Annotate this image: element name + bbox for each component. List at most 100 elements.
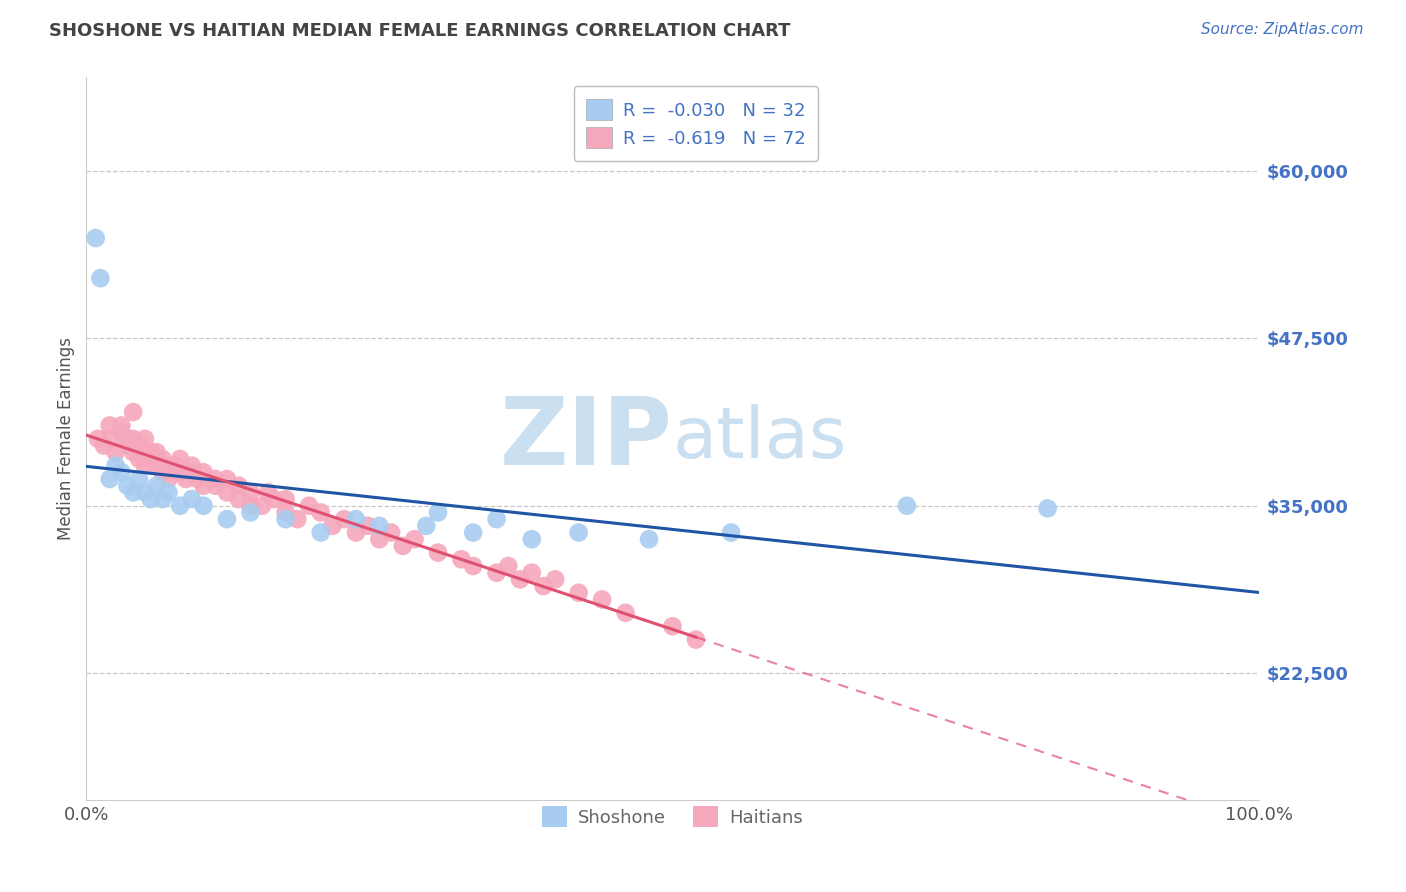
Point	[145, 478, 167, 492]
Point	[163, 458, 186, 473]
Point	[450, 552, 472, 566]
Point	[87, 432, 110, 446]
Text: Source: ZipAtlas.com: Source: ZipAtlas.com	[1201, 22, 1364, 37]
Point	[356, 518, 378, 533]
Point	[638, 533, 661, 547]
Point	[204, 472, 226, 486]
Point	[152, 491, 174, 506]
Point	[128, 438, 150, 452]
Point	[157, 458, 180, 473]
Point	[145, 458, 167, 473]
Point	[685, 632, 707, 647]
Point	[169, 451, 191, 466]
Text: ZIP: ZIP	[499, 392, 672, 485]
Point	[89, 271, 111, 285]
Point	[368, 518, 391, 533]
Point	[720, 525, 742, 540]
Point	[134, 445, 156, 459]
Point	[544, 573, 567, 587]
Point	[122, 445, 145, 459]
Point	[157, 485, 180, 500]
Point	[344, 525, 367, 540]
Point	[139, 445, 162, 459]
Point	[128, 451, 150, 466]
Point	[98, 432, 121, 446]
Point	[215, 485, 238, 500]
Point	[1036, 501, 1059, 516]
Point	[257, 485, 280, 500]
Y-axis label: Median Female Earnings: Median Female Earnings	[58, 337, 75, 541]
Point	[117, 432, 139, 446]
Point	[152, 451, 174, 466]
Point	[152, 465, 174, 479]
Point	[193, 478, 215, 492]
Point	[239, 485, 262, 500]
Point	[110, 465, 132, 479]
Point	[128, 472, 150, 486]
Point	[180, 458, 202, 473]
Point	[321, 518, 343, 533]
Point	[180, 465, 202, 479]
Point	[139, 491, 162, 506]
Point	[415, 518, 437, 533]
Point	[380, 525, 402, 540]
Point	[520, 566, 543, 580]
Point	[139, 451, 162, 466]
Point	[485, 566, 508, 580]
Point	[274, 512, 297, 526]
Point	[84, 231, 107, 245]
Point	[274, 491, 297, 506]
Point	[568, 525, 591, 540]
Point	[509, 573, 531, 587]
Point	[896, 499, 918, 513]
Point	[239, 505, 262, 519]
Point	[309, 525, 332, 540]
Point	[98, 472, 121, 486]
Point	[169, 465, 191, 479]
Point	[368, 533, 391, 547]
Point	[215, 512, 238, 526]
Point	[104, 445, 127, 459]
Point	[263, 491, 285, 506]
Point	[157, 472, 180, 486]
Point	[228, 478, 250, 492]
Point	[463, 525, 485, 540]
Point	[661, 619, 683, 633]
Text: atlas: atlas	[672, 404, 846, 474]
Point	[122, 405, 145, 419]
Point	[520, 533, 543, 547]
Point	[568, 586, 591, 600]
Point	[463, 559, 485, 574]
Point	[117, 478, 139, 492]
Point	[117, 438, 139, 452]
Point	[485, 512, 508, 526]
Point	[122, 432, 145, 446]
Point	[174, 472, 197, 486]
Point	[104, 458, 127, 473]
Point	[134, 485, 156, 500]
Legend: Shoshone, Haitians: Shoshone, Haitians	[534, 799, 810, 835]
Point	[533, 579, 555, 593]
Point	[228, 491, 250, 506]
Point	[134, 458, 156, 473]
Point	[93, 438, 115, 452]
Point	[498, 559, 520, 574]
Point	[122, 485, 145, 500]
Point	[110, 425, 132, 439]
Point	[169, 499, 191, 513]
Point	[427, 505, 450, 519]
Point	[391, 539, 413, 553]
Point	[591, 592, 613, 607]
Point	[215, 472, 238, 486]
Point	[204, 478, 226, 492]
Point	[180, 491, 202, 506]
Point	[333, 512, 356, 526]
Point	[193, 499, 215, 513]
Point	[285, 512, 308, 526]
Point	[250, 499, 273, 513]
Point	[309, 505, 332, 519]
Point	[344, 512, 367, 526]
Point	[274, 505, 297, 519]
Point	[614, 606, 637, 620]
Point	[427, 546, 450, 560]
